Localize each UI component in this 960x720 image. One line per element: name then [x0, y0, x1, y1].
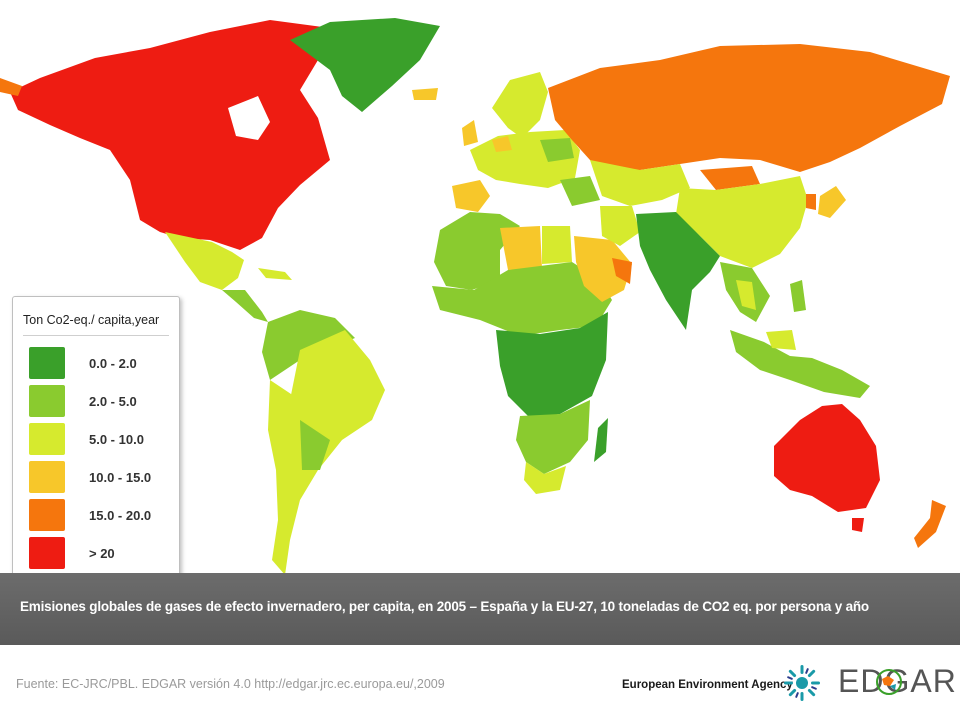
legend-swatch	[29, 423, 65, 455]
legend-swatch	[29, 537, 65, 569]
legend-label: 0.0 - 2.0	[89, 355, 137, 371]
eea-logo-icon	[784, 665, 820, 701]
source-text: Fuente: EC-JRC/PBL. EDGAR versión 4.0 ht…	[16, 677, 445, 691]
legend-label: > 20	[89, 545, 115, 561]
region-madagascar	[594, 418, 608, 462]
region-argentina-west	[300, 420, 330, 470]
edgar-logo-text: EDGAR	[838, 663, 957, 699]
region-sahel	[432, 262, 612, 336]
legend-label: 15.0 - 20.0	[89, 507, 152, 523]
globe-icon	[876, 669, 902, 695]
legend-swatch	[29, 385, 65, 417]
region-egypt	[542, 226, 572, 264]
region-iran	[600, 206, 640, 246]
region-north-america	[10, 20, 330, 250]
region-australia	[774, 404, 880, 512]
caption-band: Emisiones globales de gases de efecto in…	[0, 573, 960, 645]
hudson-bay	[228, 96, 270, 140]
region-greenland	[290, 18, 440, 112]
region-south-africa	[524, 462, 566, 494]
region-mongolia	[700, 166, 760, 190]
region-yemen	[584, 290, 602, 312]
legend-item-4: 15.0 - 20.0	[29, 499, 151, 531]
legend-item-3: 10.0 - 15.0	[29, 461, 151, 493]
legend-item-0: 0.0 - 2.0	[29, 347, 137, 379]
region-alaska-edge	[0, 78, 22, 96]
legend-label: 2.0 - 5.0	[89, 393, 137, 409]
legend-item-5: > 20	[29, 537, 115, 569]
region-central-europe	[540, 138, 574, 162]
region-libya	[500, 226, 542, 270]
region-north-africa	[434, 212, 520, 290]
region-indonesia	[730, 330, 870, 398]
region-russia	[548, 44, 950, 176]
region-iberia	[452, 180, 490, 212]
footer: Fuente: EC-JRC/PBL. EDGAR versión 4.0 ht…	[0, 645, 960, 720]
region-caribbean	[258, 268, 292, 280]
region-korea	[806, 194, 816, 210]
legend-swatch	[29, 461, 65, 493]
region-southern-africa	[516, 400, 590, 474]
legend-label: 10.0 - 15.0	[89, 469, 152, 485]
region-mexico	[165, 232, 244, 290]
region-scandinavia	[492, 72, 548, 138]
legend-swatch	[29, 347, 65, 379]
map-caption: Emisiones globales de gases de efecto in…	[20, 599, 869, 614]
region-caspian-west	[560, 176, 600, 206]
map-legend: Ton Co2-eq./ capita,year 0.0 - 2.0 2.0 -…	[12, 296, 180, 580]
region-benelux	[492, 136, 512, 152]
region-malaysia	[766, 330, 796, 350]
region-central-america	[222, 290, 268, 322]
region-thailand	[736, 280, 756, 310]
region-philippines	[790, 280, 806, 312]
region-uk	[462, 120, 478, 146]
legend-item-2: 5.0 - 10.0	[29, 423, 144, 455]
legend-swatch	[29, 499, 65, 531]
legend-item-1: 2.0 - 5.0	[29, 385, 137, 417]
eea-name: European Environment Agency	[622, 679, 793, 691]
edgar-logo: EDGAR	[838, 663, 956, 709]
region-south-america-north	[262, 310, 355, 380]
legend-label: 5.0 - 10.0	[89, 431, 144, 447]
region-iceland	[412, 88, 438, 100]
legend-title: Ton Co2-eq./ capita,year	[23, 313, 160, 327]
region-arabia	[574, 236, 632, 302]
region-india	[636, 212, 720, 330]
legend-divider	[23, 335, 169, 336]
region-central-africa	[496, 312, 608, 418]
region-central-asia	[590, 160, 690, 206]
region-japan	[818, 186, 846, 218]
region-tasmania	[852, 518, 864, 532]
region-gulf	[612, 258, 632, 284]
region-new-zealand	[914, 500, 946, 548]
